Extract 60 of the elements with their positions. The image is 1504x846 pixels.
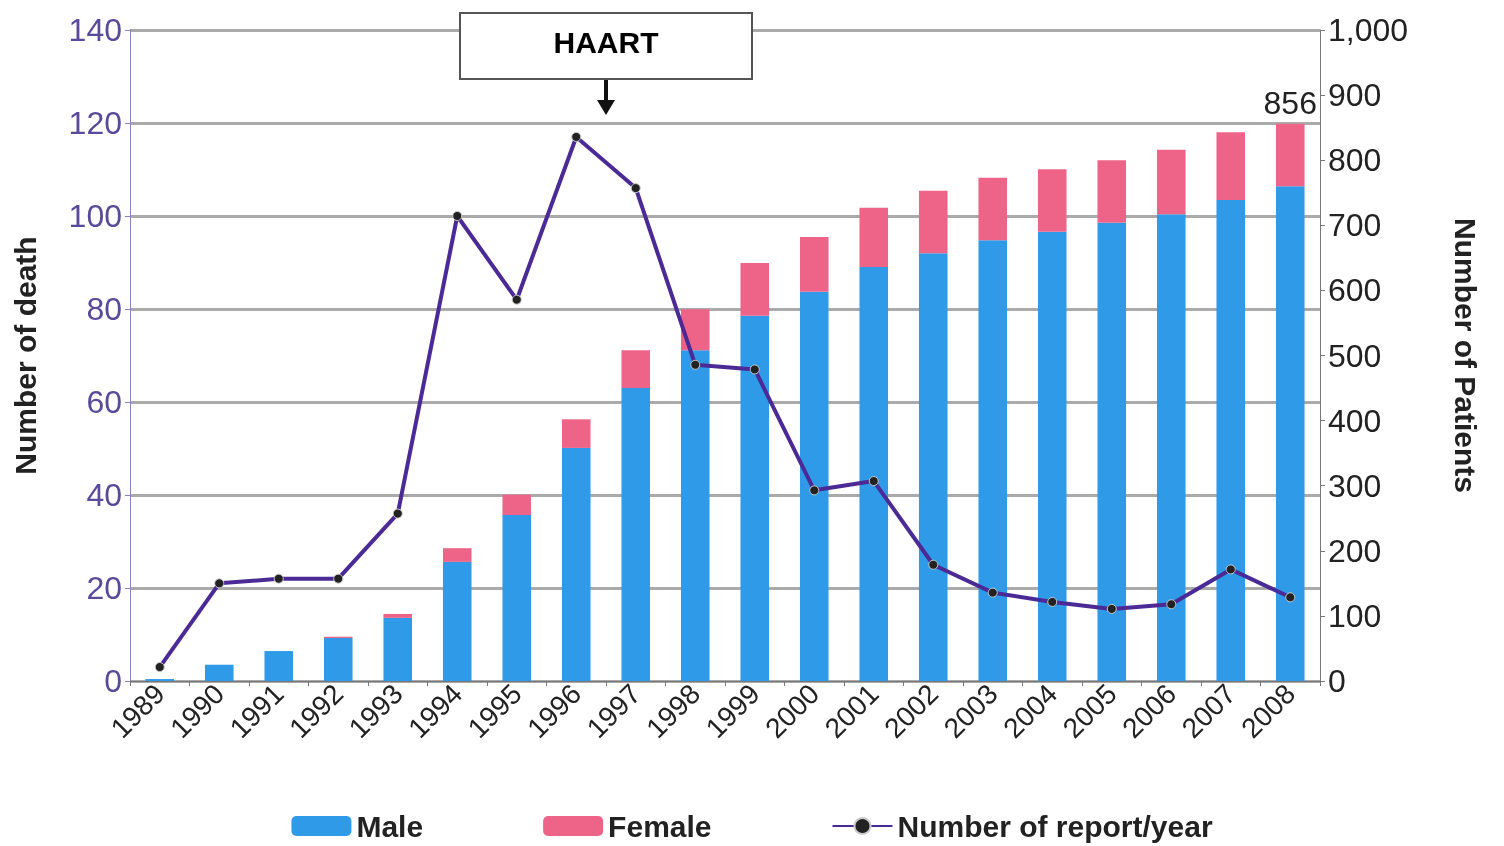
- bar: [1216, 199, 1246, 681]
- legend-label: Male: [356, 809, 424, 843]
- bar: [1097, 160, 1127, 223]
- bar: [1156, 149, 1186, 215]
- bar: [621, 388, 651, 681]
- y2-tick-label: 900: [1328, 77, 1382, 114]
- y2-tick-label: 700: [1328, 207, 1382, 244]
- y-tick-label: 120: [68, 105, 122, 141]
- bar: [859, 207, 889, 267]
- bar: [680, 309, 710, 351]
- bar: [561, 447, 591, 681]
- bar: [978, 177, 1008, 241]
- y2-tick-label: 800: [1328, 142, 1382, 179]
- legend-label: Number of report/year: [897, 809, 1213, 843]
- bar: [1216, 132, 1246, 200]
- y-tick-label: 60: [86, 384, 122, 420]
- y2-tick-label: 400: [1328, 402, 1382, 439]
- bar: [918, 190, 948, 254]
- bar: [1037, 231, 1067, 681]
- y2-tick-label: 100: [1328, 597, 1382, 634]
- bar: [561, 419, 591, 448]
- y2-tick-label: 200: [1328, 532, 1382, 569]
- bar: [799, 291, 829, 681]
- bar: [323, 638, 353, 681]
- y-tick-label: 140: [68, 12, 122, 48]
- bar: [1156, 214, 1186, 681]
- y-tick-label: 40: [86, 477, 122, 513]
- bar: [740, 315, 770, 681]
- bar: [918, 253, 948, 681]
- callout-box: HAART: [459, 12, 753, 80]
- bar: [442, 561, 472, 681]
- legend-label: Female: [608, 809, 712, 843]
- bar: [978, 240, 1008, 681]
- bar: [502, 515, 532, 681]
- y-tick-label: 20: [86, 570, 122, 606]
- bar: [1275, 123, 1305, 187]
- y2-tick-label: 300: [1328, 467, 1382, 504]
- bar: [502, 494, 532, 515]
- y-tick-label: 100: [68, 198, 122, 234]
- bar: [442, 548, 472, 562]
- bar: [1037, 169, 1067, 232]
- bar: [740, 263, 770, 316]
- y2-axis-title: Number of Patients: [1448, 217, 1482, 494]
- y2-tick-label: 500: [1328, 337, 1382, 374]
- y2-tick-label: 0: [1328, 663, 1346, 699]
- y2-tick-label: 600: [1328, 272, 1382, 309]
- bar: [621, 350, 651, 389]
- bar: [1097, 222, 1127, 681]
- bar: [383, 613, 413, 618]
- bar: [680, 350, 710, 681]
- bar: [383, 617, 413, 681]
- y-tick-label: 80: [86, 291, 122, 327]
- bar: [859, 266, 889, 681]
- y-axis-title: Number of death: [8, 236, 42, 475]
- bar: [1275, 186, 1305, 681]
- bar: [264, 651, 294, 681]
- total-label: 856: [1263, 84, 1317, 121]
- bar: [204, 664, 234, 681]
- y2-tick-label: 1,000: [1328, 12, 1409, 48]
- bar: [799, 237, 829, 292]
